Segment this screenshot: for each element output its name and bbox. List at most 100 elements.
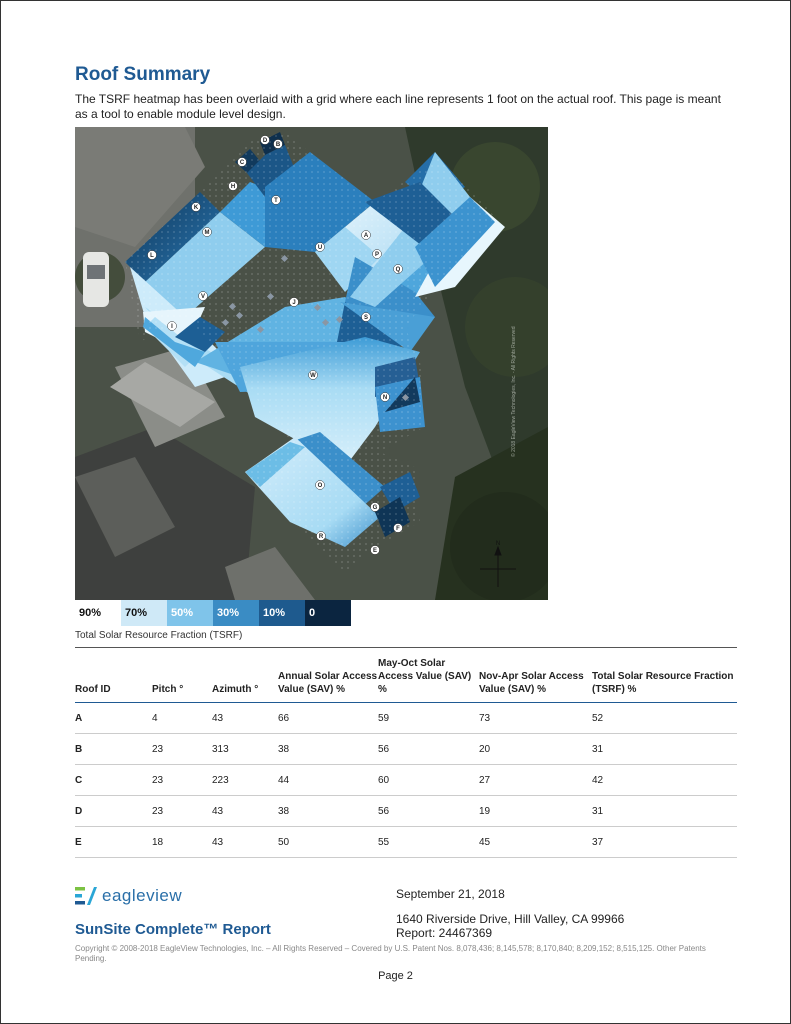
table-row: A 4 43 66 59 73 52 bbox=[75, 702, 737, 734]
report-number: Report: 24467369 bbox=[396, 926, 493, 940]
header-nov-apr-sav: Nov-Apr Solar Access Value (SAV) % bbox=[479, 653, 592, 703]
svg-text:F: F bbox=[396, 526, 400, 532]
cell-annual-sav: 38 bbox=[278, 733, 378, 765]
roof-label-T: T bbox=[271, 195, 281, 205]
svg-text:R: R bbox=[319, 534, 324, 540]
page-number: Page 2 bbox=[378, 970, 413, 982]
roof-summary-table: Roof ID Pitch ° Azimuth ° Annual Solar A… bbox=[75, 653, 737, 858]
legend-caption: Total Solar Resource Fraction (TSRF) bbox=[75, 630, 243, 641]
cell-tsrf: 42 bbox=[592, 764, 737, 796]
cell-roof-id: E bbox=[75, 826, 152, 858]
legend-label: 90% bbox=[79, 607, 102, 619]
svg-text:C: C bbox=[240, 160, 245, 166]
cell-pitch: 23 bbox=[152, 733, 212, 765]
roof-label-S: S bbox=[361, 312, 371, 322]
cell-roof-id: D bbox=[75, 795, 152, 827]
cell-pitch: 18 bbox=[152, 826, 212, 858]
roof-label-A: A bbox=[361, 230, 371, 240]
cell-nov-apr-sav: 45 bbox=[479, 826, 592, 858]
cell-azimuth: 43 bbox=[212, 826, 278, 858]
table-header-row: Roof ID Pitch ° Azimuth ° Annual Solar A… bbox=[75, 653, 737, 703]
cell-nov-apr-sav: 19 bbox=[479, 795, 592, 827]
cell-roof-id: C bbox=[75, 764, 152, 796]
roof-label-E: E bbox=[370, 545, 380, 555]
cell-roof-id: A bbox=[75, 702, 152, 734]
legend-label: 0 bbox=[309, 607, 316, 619]
cell-nov-apr-sav: 73 bbox=[479, 702, 592, 734]
header-may-oct-sav: May-Oct Solar Access Value (SAV) % bbox=[378, 653, 479, 703]
cell-may-oct-sav: 55 bbox=[378, 826, 479, 858]
svg-text:B: B bbox=[276, 142, 281, 148]
roof-label-J: J bbox=[289, 297, 299, 307]
cell-may-oct-sav: 60 bbox=[378, 764, 479, 796]
svg-text:W: W bbox=[310, 373, 316, 379]
cell-roof-id: B bbox=[75, 733, 152, 765]
report-title: SunSite Complete™ Report bbox=[75, 921, 271, 938]
header-annual-sav: Annual Solar Access Value (SAV) % bbox=[278, 653, 378, 703]
cell-may-oct-sav: 59 bbox=[378, 702, 479, 734]
cell-azimuth: 313 bbox=[212, 733, 278, 765]
cell-tsrf: 37 bbox=[592, 826, 737, 858]
roof-label-D: D bbox=[260, 135, 270, 145]
obstruction-markers bbox=[221, 254, 410, 402]
tsrf-heatmap-aerial: D B C H T K M A U L P Q V J S I W N O G … bbox=[75, 127, 548, 600]
brand-name: eagleview bbox=[102, 886, 183, 905]
svg-text:J: J bbox=[292, 300, 295, 306]
table-top-rule bbox=[75, 647, 737, 648]
cell-pitch: 4 bbox=[152, 702, 212, 734]
cell-tsrf: 52 bbox=[592, 702, 737, 734]
roof-label-O: O bbox=[315, 480, 325, 490]
table-row: E 18 43 50 55 45 37 bbox=[75, 826, 737, 858]
roof-label-L: L bbox=[147, 250, 157, 260]
header-azimuth: Azimuth ° bbox=[212, 653, 278, 703]
roof-label-H: H bbox=[228, 181, 238, 191]
roof-label-M: M bbox=[202, 227, 212, 237]
roof-label-F: F bbox=[393, 523, 403, 533]
cell-annual-sav: 44 bbox=[278, 764, 378, 796]
eagleview-logo: eagleview bbox=[75, 886, 182, 906]
cell-annual-sav: 66 bbox=[278, 702, 378, 734]
svg-text:U: U bbox=[318, 245, 322, 251]
legend-label: 10% bbox=[263, 607, 286, 619]
header-roof-id: Roof ID bbox=[75, 653, 152, 703]
svg-text:M: M bbox=[205, 230, 210, 236]
roof-label-P: P bbox=[372, 249, 382, 259]
svg-text:N: N bbox=[496, 541, 500, 547]
table-row: C 23 223 44 60 27 42 bbox=[75, 764, 737, 796]
cell-tsrf: 31 bbox=[592, 795, 737, 827]
header-tsrf: Total Solar Resource Fraction (TSRF) % bbox=[592, 653, 737, 703]
svg-text:D: D bbox=[263, 138, 268, 144]
legend-swatch: 50% bbox=[167, 600, 213, 626]
svg-text:E: E bbox=[373, 548, 377, 554]
compass-icon: N bbox=[480, 541, 516, 587]
roof-label-N: N bbox=[380, 392, 390, 402]
roof-label-U: U bbox=[315, 242, 325, 252]
watermark-text: © 2018 EagleView Technologies, Inc. - Al… bbox=[510, 326, 517, 457]
cell-tsrf: 31 bbox=[592, 733, 737, 765]
header-pitch: Pitch ° bbox=[152, 653, 212, 703]
roof-label-Q: Q bbox=[393, 264, 403, 274]
roof-label-C: C bbox=[237, 157, 247, 167]
legend-label: 50% bbox=[171, 607, 194, 619]
property-address: 1640 Riverside Drive, Hill Valley, CA 99… bbox=[396, 912, 625, 926]
eagleview-logo-icon bbox=[75, 887, 97, 905]
legend-swatch: 0 bbox=[305, 600, 351, 626]
cell-annual-sav: 50 bbox=[278, 826, 378, 858]
roof-label-I: I bbox=[167, 321, 177, 331]
cell-nov-apr-sav: 20 bbox=[479, 733, 592, 765]
svg-text:L: L bbox=[150, 253, 154, 259]
table-row: D 23 43 38 56 19 31 bbox=[75, 795, 737, 827]
svg-text:V: V bbox=[201, 294, 205, 300]
svg-text:I: I bbox=[171, 324, 173, 330]
copyright-notice: Copyright © 2008-2018 EagleView Technolo… bbox=[75, 944, 706, 963]
roof-label-R: R bbox=[316, 531, 326, 541]
roof-label-B: B bbox=[273, 139, 283, 149]
roof-label-W: W bbox=[308, 370, 318, 380]
report-date: September 21, 2018 bbox=[396, 887, 505, 901]
tsrf-legend: 90% 70% 50% 30% 10% 0 bbox=[75, 600, 351, 626]
svg-text:O: O bbox=[318, 483, 323, 489]
svg-text:T: T bbox=[274, 198, 278, 204]
svg-text:Q: Q bbox=[396, 267, 401, 273]
cell-annual-sav: 38 bbox=[278, 795, 378, 827]
svg-text:P: P bbox=[375, 252, 379, 258]
